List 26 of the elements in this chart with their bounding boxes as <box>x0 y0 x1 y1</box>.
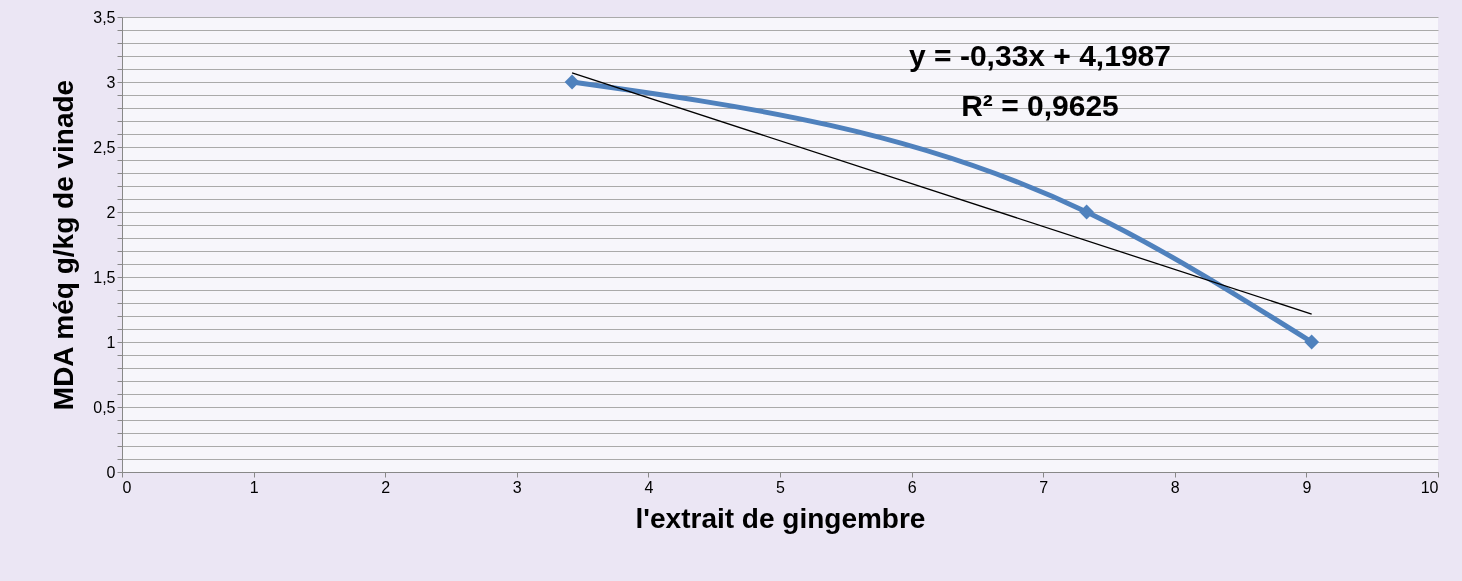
x-tick-label: 8 <box>1170 478 1180 496</box>
x-tick-label: 4 <box>644 478 654 496</box>
y-tick-label: 3 <box>106 73 116 91</box>
y-tick-label: 1,5 <box>93 268 116 286</box>
x-tick-label: 10 <box>1420 478 1439 496</box>
y-tick-label: 2,5 <box>93 138 116 156</box>
y-tick-label: 1 <box>106 333 116 351</box>
x-tick-label: 1 <box>249 478 259 496</box>
x-tick-label: 2 <box>381 478 391 496</box>
y-tick-label: 3,5 <box>93 8 116 26</box>
y-tick-label: 0,5 <box>93 398 116 416</box>
x-tick-label: 6 <box>907 478 917 496</box>
x-tick-label: 0 <box>122 478 132 496</box>
x-tick-label: 7 <box>1039 478 1049 496</box>
y-tick-label: 2 <box>106 203 116 221</box>
point <box>1079 204 1095 220</box>
x-tick-label: 9 <box>1302 478 1312 496</box>
y-axis-title: MDA méq g/kg de vinade <box>48 79 80 411</box>
point <box>564 74 580 90</box>
point <box>1304 334 1320 350</box>
x-tick-label: 3 <box>512 478 522 496</box>
annotation: y = -0,33x + 4,1987 <box>909 39 1171 72</box>
y-tick-label: 0 <box>106 463 116 481</box>
x-tick-label: 5 <box>776 478 786 496</box>
x-axis-title: l'extrait de gingembre <box>635 502 926 534</box>
annotation: R² = 0,9625 <box>961 89 1119 122</box>
